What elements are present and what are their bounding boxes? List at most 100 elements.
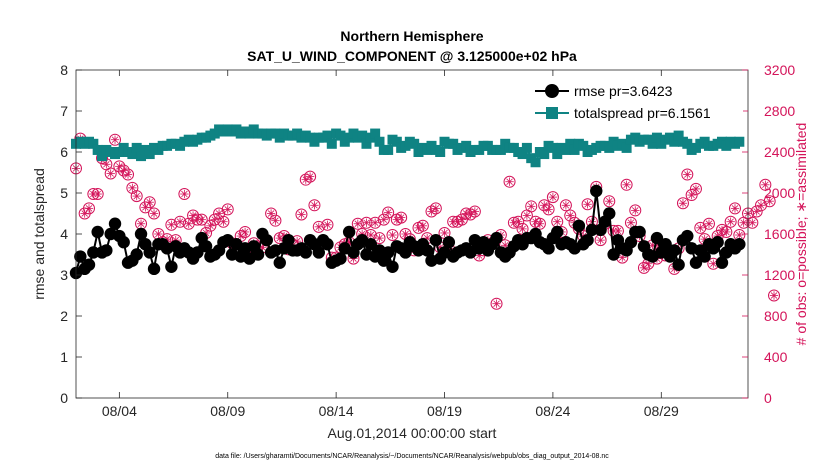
obs-marker-circle bbox=[564, 209, 577, 222]
obs-marker-circle bbox=[130, 190, 143, 203]
rmse-point bbox=[91, 225, 104, 239]
rmse-point bbox=[672, 258, 685, 271]
totalspread-point bbox=[92, 144, 103, 155]
obs-marker-stroke bbox=[107, 170, 114, 177]
obs-marker-stroke bbox=[181, 190, 188, 198]
rmse-point bbox=[260, 233, 273, 247]
obs-marker-stroke bbox=[553, 218, 561, 225]
rmse-point bbox=[711, 236, 724, 249]
obs-marker-stroke bbox=[510, 219, 518, 226]
obs-marker bbox=[83, 202, 96, 215]
rmse-point bbox=[650, 231, 664, 245]
obs-marker-circle bbox=[304, 170, 317, 183]
obs-marker-circle bbox=[265, 207, 278, 220]
totalspread-point bbox=[448, 138, 459, 149]
obs-marker-stroke bbox=[137, 220, 145, 228]
obs-marker-circle bbox=[503, 175, 516, 188]
totalspread-point bbox=[409, 138, 420, 149]
obs-marker-circle bbox=[689, 182, 702, 195]
obs-marker-circle bbox=[148, 207, 161, 220]
obs-marker-stroke bbox=[397, 214, 405, 221]
totalspread-point bbox=[326, 138, 337, 149]
obs-marker bbox=[763, 195, 776, 208]
obs-marker-stroke bbox=[566, 212, 574, 219]
totalspread-point bbox=[621, 142, 632, 153]
obs-marker bbox=[594, 234, 607, 247]
obs-marker-stroke bbox=[697, 224, 704, 232]
obs-marker-stroke bbox=[532, 218, 539, 225]
rmse-point bbox=[551, 225, 564, 239]
legend-spread-label: totalspread pr=6.1561 bbox=[574, 105, 711, 121]
obs-marker-circle bbox=[620, 178, 633, 191]
totalspread-point bbox=[495, 144, 506, 155]
obs-marker-circle bbox=[165, 218, 178, 231]
obs-marker bbox=[360, 216, 373, 229]
obs-marker-circle bbox=[455, 213, 468, 226]
obs-marker bbox=[468, 205, 481, 218]
obs-marker-stroke bbox=[736, 231, 743, 239]
y2-tick-label: 2800 bbox=[764, 103, 795, 119]
totalspread-point bbox=[547, 142, 558, 153]
obs-marker-circle bbox=[312, 220, 325, 233]
obs-marker-stroke bbox=[103, 161, 110, 168]
totalspread-point bbox=[517, 149, 528, 160]
obs-marker bbox=[629, 204, 642, 217]
obs-marker-stroke bbox=[536, 220, 544, 228]
obs-marker-circle bbox=[299, 173, 312, 186]
obs-marker bbox=[724, 215, 737, 228]
obs-marker-stroke bbox=[753, 208, 760, 215]
totalspread-point bbox=[734, 136, 745, 147]
totalspread-point bbox=[521, 142, 532, 153]
obs-marker-stroke bbox=[493, 300, 500, 307]
obs-marker-stroke bbox=[224, 206, 231, 213]
obs-marker bbox=[429, 202, 442, 215]
obs-marker bbox=[516, 222, 529, 235]
obs-marker-circle bbox=[351, 217, 364, 230]
y2-tick-label: 1200 bbox=[764, 267, 795, 283]
obs-marker-stroke bbox=[549, 193, 557, 201]
rmse-point bbox=[191, 246, 204, 259]
obs-marker bbox=[728, 202, 741, 215]
obs-marker-stroke bbox=[150, 210, 158, 217]
obs-marker-circle bbox=[122, 168, 135, 181]
chart-subtitle: SAT_U_WIND_COMPONENT @ 3.125000e+02 hPa bbox=[247, 48, 577, 64]
data-file-footnote: data file: /Users/gharamti/Documents/NCA… bbox=[215, 453, 609, 460]
obs-marker-stroke bbox=[142, 204, 149, 211]
obs-marker-circle bbox=[681, 168, 694, 181]
totalspread-point bbox=[552, 149, 563, 160]
obs-marker bbox=[217, 215, 230, 228]
obs-marker bbox=[689, 182, 702, 195]
obs-marker-stroke bbox=[133, 192, 140, 200]
obs-marker-stroke bbox=[762, 181, 769, 189]
obs-marker bbox=[195, 213, 208, 226]
rmse-point bbox=[681, 229, 694, 243]
obs-marker-stroke bbox=[458, 216, 466, 223]
obs-marker bbox=[490, 297, 503, 310]
obs-marker-stroke bbox=[207, 222, 214, 230]
totalspread-point bbox=[361, 138, 372, 149]
rmse-point bbox=[165, 260, 178, 273]
totalspread-point bbox=[461, 140, 472, 151]
totalspread-point bbox=[560, 144, 571, 155]
rmse-point bbox=[381, 246, 395, 259]
obs-marker-stroke bbox=[85, 205, 93, 212]
obs-marker-stroke bbox=[688, 191, 695, 199]
totalspread-point bbox=[136, 151, 147, 162]
x-tick-label: 08/19 bbox=[427, 403, 462, 419]
obs-marker bbox=[109, 133, 122, 146]
legend-rmse-label: rmse pr=3.6423 bbox=[574, 83, 673, 99]
totalspread-point bbox=[530, 157, 541, 168]
obs-marker-circle bbox=[208, 213, 221, 226]
y2-tick-label: 2000 bbox=[764, 185, 795, 201]
obs-marker bbox=[581, 198, 594, 211]
obs-marker-circle bbox=[395, 211, 408, 224]
obs-marker bbox=[369, 216, 382, 229]
obs-marker-stroke bbox=[363, 219, 370, 226]
obs-marker bbox=[525, 200, 538, 213]
rmse-point bbox=[715, 256, 729, 269]
rmse-point bbox=[572, 219, 586, 232]
obs-marker bbox=[78, 207, 91, 220]
obs-marker bbox=[351, 217, 364, 230]
obs-marker-circle bbox=[109, 133, 122, 146]
rmse-point bbox=[420, 244, 434, 257]
